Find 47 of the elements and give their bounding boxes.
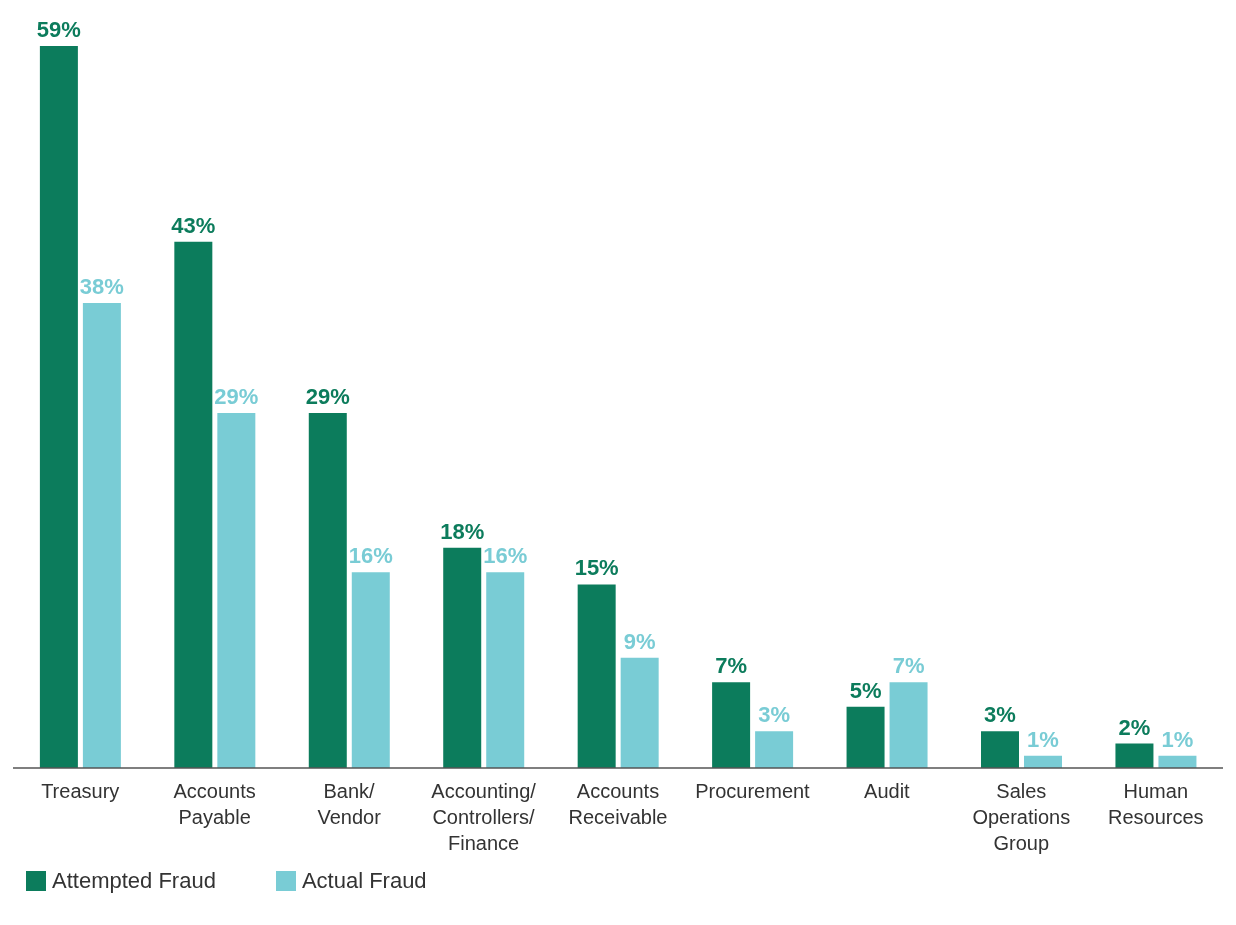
bar [1024,755,1062,768]
bar [174,241,213,768]
data-label: 7% [892,653,925,679]
bar [620,657,659,768]
x-tick-label: Accounting/Controllers/Finance [431,780,537,854]
bar [308,413,347,768]
data-label: 5% [849,677,882,703]
bar [712,682,751,768]
data-label: 7% [715,653,748,679]
data-label: 18% [440,518,485,544]
data-label: 1% [1161,726,1194,752]
x-tick-label: Audit [864,780,911,802]
data-label: 59% [36,17,81,42]
x-tick-label: Human Resources [1107,780,1204,828]
bar [755,731,794,768]
data-label: 9% [623,628,656,654]
data-label: 16% [483,543,528,569]
bar [981,731,1019,768]
bar [1115,743,1154,768]
data-label: 2% [1118,714,1151,740]
x-tick-label: Accounts Payable [173,780,256,828]
x-tick-label: Bank/Vendor [317,780,382,828]
bar [486,572,525,768]
data-label: 29% [214,384,259,410]
bar [889,682,928,768]
data-label: 43% [171,212,216,238]
x-tick-label: Treasury [41,780,120,802]
bar [82,302,121,768]
data-label: 16% [348,543,393,569]
data-label: 3% [758,702,791,728]
bar [1158,755,1197,768]
data-label: 15% [574,555,619,581]
bar [217,413,256,768]
bar [351,572,390,768]
bar [846,706,885,768]
x-tick-label: Accounts Receivable [568,780,668,828]
bar [39,46,78,768]
data-label: 1% [1027,726,1059,752]
data-label: 29% [305,384,350,410]
legend-label: Actual Fraud [301,868,427,894]
bar [443,547,482,768]
x-tick-label: Sales Operations Group [972,780,1071,854]
data-label: 38% [79,273,124,299]
legend-label: Attempted Fraud [52,868,216,894]
bar [577,584,616,768]
data-label: 3% [984,702,1016,728]
x-tick-label: Procurement [695,780,811,802]
